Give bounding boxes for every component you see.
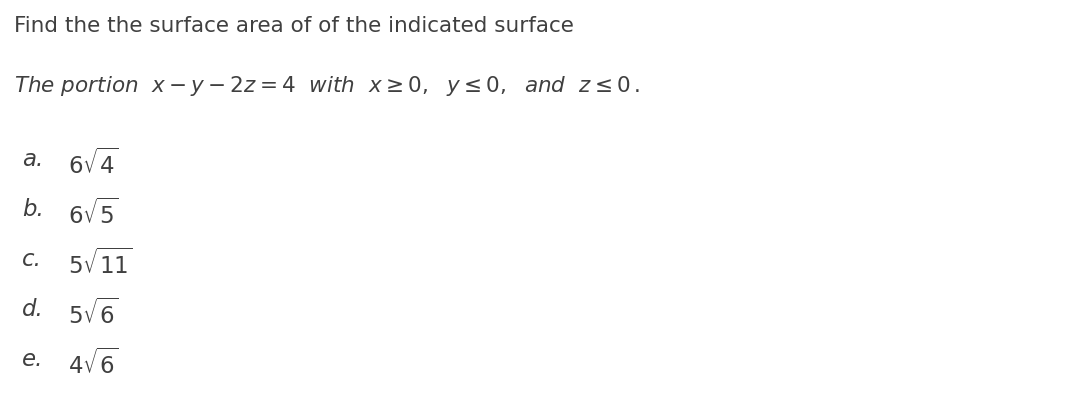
Text: e.: e. — [22, 348, 44, 371]
Text: $\mathit{The\ portion}\ \ x-y-2z=4\ \ \mathit{with}\ \ x\geq0,\ \ y\leq0,\ \ \ma: $\mathit{The\ portion}\ \ x-y-2z=4\ \ \m… — [14, 74, 640, 98]
Text: Find the the surface area of of the indicated surface: Find the the surface area of of the indi… — [14, 16, 574, 36]
Text: c.: c. — [22, 248, 42, 271]
Text: $6\sqrt{5}$: $6\sqrt{5}$ — [68, 198, 119, 229]
Text: $5\sqrt{11}$: $5\sqrt{11}$ — [68, 248, 134, 279]
Text: $5\sqrt{6}$: $5\sqrt{6}$ — [68, 298, 119, 328]
Text: b.: b. — [22, 198, 44, 221]
Text: $6\sqrt{4}$: $6\sqrt{4}$ — [68, 148, 119, 178]
Text: $4\sqrt{6}$: $4\sqrt{6}$ — [68, 348, 119, 379]
Text: a.: a. — [22, 148, 43, 171]
Text: d.: d. — [22, 298, 44, 321]
